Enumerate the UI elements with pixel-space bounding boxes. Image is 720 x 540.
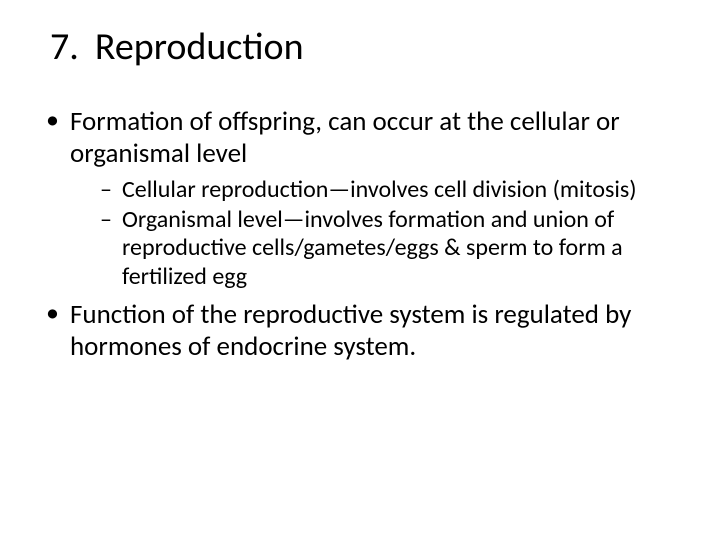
list-item: Formation of offspring, can occur at the…	[42, 106, 684, 291]
title-text: Reproduction	[95, 24, 304, 70]
slide: 7. Reproduction Formation of offspring, …	[0, 0, 720, 540]
sub-bullet-text: Cellular reproduction—involves cell divi…	[122, 176, 684, 204]
bullet-list: Formation of offspring, can occur at the…	[42, 106, 684, 363]
sub-bullet-list: Cellular reproduction—involves cell divi…	[100, 176, 684, 291]
bullet-text: Function of the reproductive system is r…	[70, 299, 684, 363]
bullet-text: Formation of offspring, can occur at the…	[70, 106, 684, 170]
title-number: 7.	[50, 24, 79, 70]
list-item: Organismal level—involves formation and …	[100, 206, 684, 291]
list-item: Function of the reproductive system is r…	[42, 299, 684, 363]
sub-bullet-text: Organismal level—involves formation and …	[122, 206, 684, 291]
list-item: Cellular reproduction—involves cell divi…	[100, 176, 684, 204]
slide-title: 7. Reproduction	[50, 24, 684, 70]
